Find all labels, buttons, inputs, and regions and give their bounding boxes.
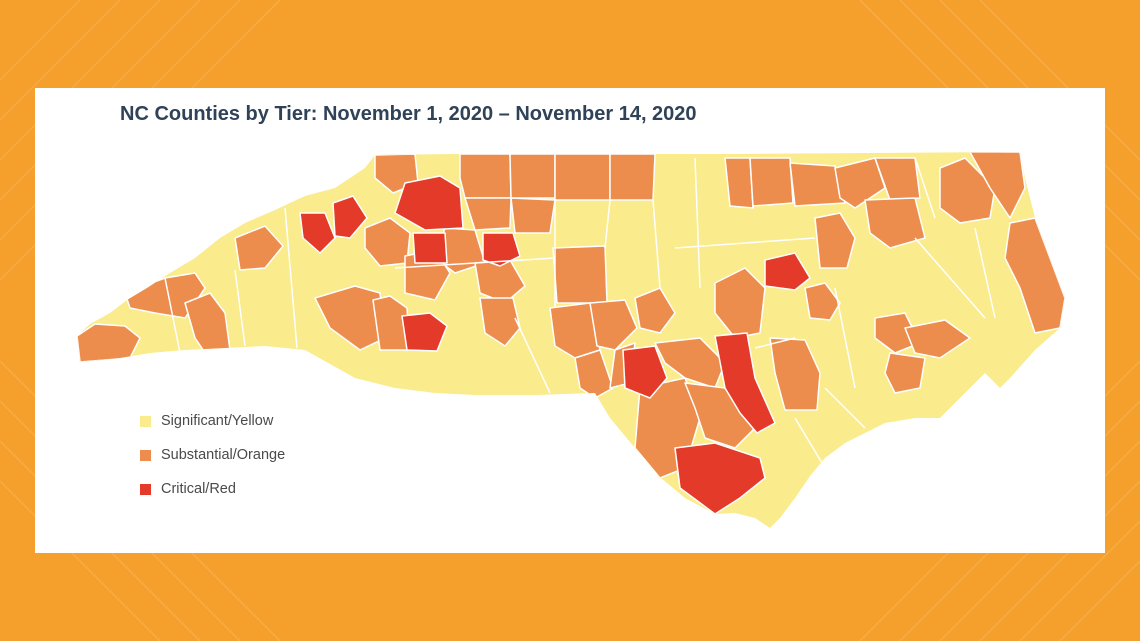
legend-label: Critical/Red (161, 481, 236, 497)
county-substantial (939, 157, 996, 224)
county-substantial (609, 153, 656, 201)
county-critical (332, 195, 368, 239)
county-substantial (724, 157, 754, 209)
county-critical (394, 175, 464, 231)
county-critical (299, 212, 336, 254)
county-substantial (814, 212, 856, 269)
county-substantial (834, 157, 886, 209)
county-critical (412, 232, 448, 264)
map-legend: Significant/Yellow Substantial/Orange Cr… (140, 410, 285, 512)
county-substantial (769, 337, 821, 411)
legend-item-substantial: Substantial/Orange (140, 444, 285, 466)
county-critical (714, 332, 776, 434)
county-critical (622, 345, 668, 399)
county-substantial (234, 225, 284, 271)
county-critical (401, 312, 448, 352)
county-critical (764, 252, 811, 291)
county-substantial (804, 282, 841, 321)
county-substantial (904, 319, 971, 359)
county-substantial (634, 287, 676, 334)
legend-swatch (140, 415, 151, 427)
legend-item-significant: Significant/Yellow (140, 410, 285, 432)
county-substantial (510, 197, 556, 234)
legend-swatch (140, 483, 151, 495)
county-substantial (554, 153, 611, 201)
legend-swatch (140, 449, 151, 461)
county-substantial (864, 197, 926, 249)
county-substantial (789, 162, 846, 207)
county-substantial (77, 323, 141, 363)
legend-label: Significant/Yellow (161, 413, 274, 429)
substantial-counties (77, 152, 1065, 479)
county-substantial (552, 245, 608, 304)
county-substantial (589, 299, 638, 351)
nc-county-map (77, 152, 1065, 528)
county-substantial (574, 349, 614, 399)
county-substantial (884, 352, 926, 394)
map-panel: NC Counties by Tier: November 1, 2020 – … (35, 88, 1105, 553)
county-borders (164, 157, 996, 469)
county-substantial (479, 297, 521, 347)
county-substantial (509, 153, 556, 199)
county-substantial (464, 197, 512, 231)
county-substantial (714, 267, 766, 339)
legend-item-critical: Critical/Red (140, 478, 285, 500)
county-substantial (874, 157, 921, 201)
county-critical (674, 442, 766, 515)
legend-label: Substantial/Orange (161, 447, 286, 463)
critical-counties (299, 175, 811, 515)
county-substantial (749, 157, 794, 207)
county-substantial (459, 153, 512, 199)
county-substantial (969, 152, 1026, 219)
map-title: NC Counties by Tier: November 1, 2020 – … (120, 103, 697, 125)
county-substantial (874, 312, 921, 354)
